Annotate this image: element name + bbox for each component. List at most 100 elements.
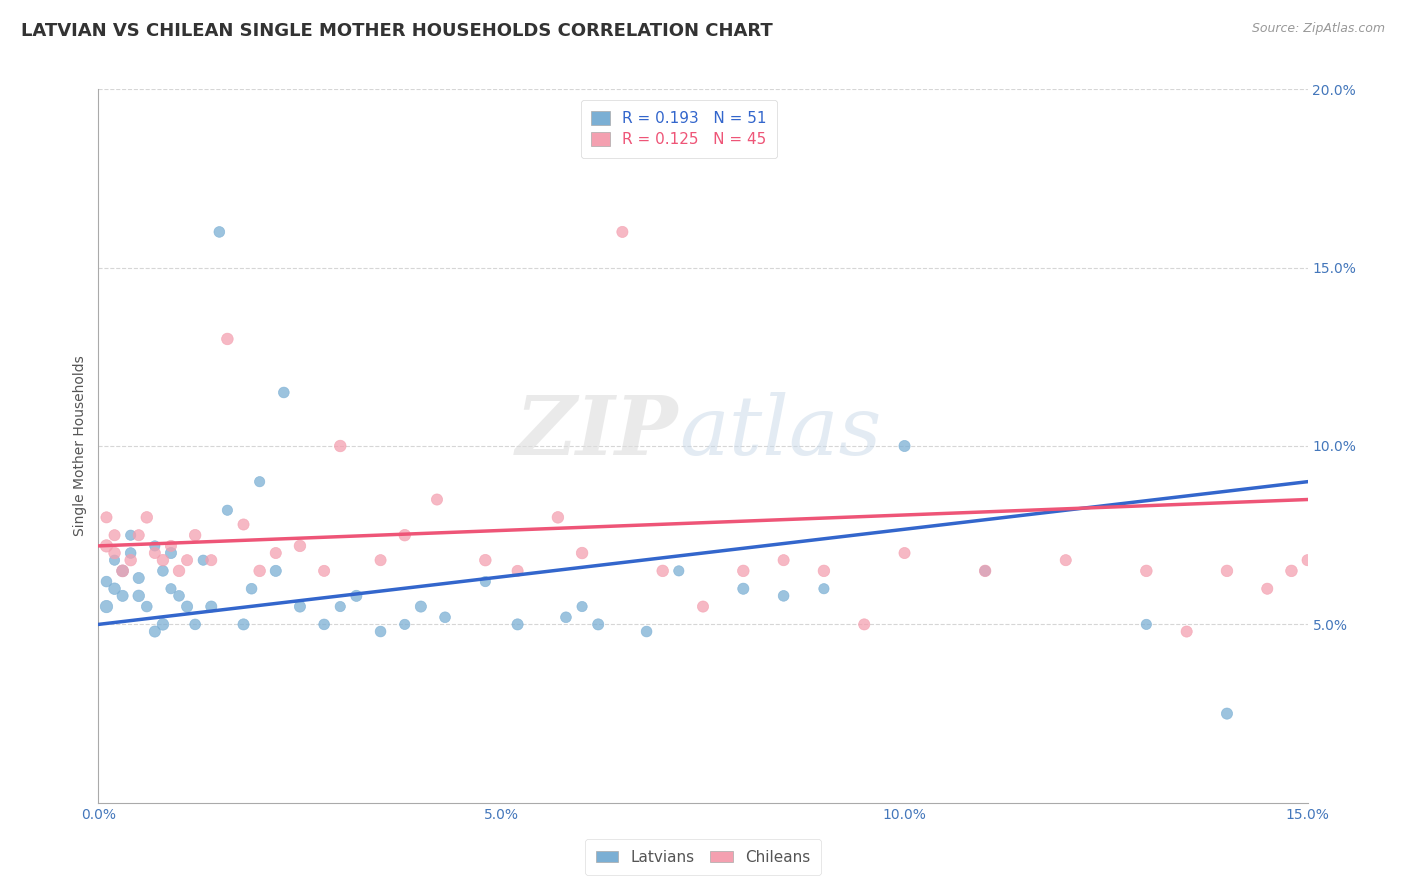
Point [474,574,496,589]
Point [160,546,183,560]
Text: LATVIAN VS CHILEAN SINGLE MOTHER HOUSEHOLDS CORRELATION CHART: LATVIAN VS CHILEAN SINGLE MOTHER HOUSEHO… [21,22,773,40]
Point [1216,706,1239,721]
Point [974,564,997,578]
Point [474,553,496,567]
Point [240,582,263,596]
Point [96,539,118,553]
Point [184,528,207,542]
Text: Source: ZipAtlas.com: Source: ZipAtlas.com [1251,22,1385,36]
Point [370,553,392,567]
Point [733,564,755,578]
Point [1281,564,1303,578]
Point [167,589,190,603]
Point [128,571,150,585]
Point [1135,564,1157,578]
Point [668,564,690,578]
Point [128,589,150,603]
Point [200,553,222,567]
Point [394,528,416,542]
Point [772,589,794,603]
Point [103,528,125,542]
Point [103,582,125,596]
Point [394,617,416,632]
Point [1054,553,1077,567]
Point [636,624,658,639]
Point [176,553,198,567]
Point [152,553,174,567]
Point [1175,624,1198,639]
Point [733,582,755,596]
Point [434,610,457,624]
Point [288,599,311,614]
Point [249,475,271,489]
Point [1135,617,1157,632]
Point [143,546,166,560]
Legend: Latvians, Chileans: Latvians, Chileans [585,839,821,875]
Point [120,528,142,542]
Point [273,385,295,400]
Point [111,564,134,578]
Point [143,539,166,553]
Point [103,553,125,567]
Text: atlas: atlas [679,392,882,472]
Point [288,539,311,553]
Point [571,599,593,614]
Point [571,546,593,560]
Point [974,564,997,578]
Point [111,564,134,578]
Point [1256,582,1278,596]
Point [152,564,174,578]
Point [120,553,142,567]
Point [772,553,794,567]
Point [111,589,134,603]
Point [264,546,287,560]
Point [264,564,287,578]
Point [232,617,254,632]
Point [96,510,118,524]
Point [135,510,157,524]
Point [506,564,529,578]
Point [217,332,239,346]
Point [193,553,215,567]
Point [586,617,609,632]
Point [1216,564,1239,578]
Point [208,225,231,239]
Point [344,589,367,603]
Point [96,599,118,614]
Point [184,617,207,632]
Point [329,599,352,614]
Point [103,546,125,560]
Point [160,582,183,596]
Point [813,564,835,578]
Point [217,503,239,517]
Point [651,564,673,578]
Point [409,599,432,614]
Point [853,617,876,632]
Point [692,599,714,614]
Point [120,546,142,560]
Text: ZIP: ZIP [516,392,679,472]
Point [1296,553,1319,567]
Point [370,624,392,639]
Point [143,624,166,639]
Point [426,492,449,507]
Point [167,564,190,578]
Point [314,564,336,578]
Point [96,574,118,589]
Point [506,617,529,632]
Point [314,617,336,632]
Point [813,582,835,596]
Point [200,599,222,614]
Point [160,539,183,553]
Point [612,225,634,239]
Point [135,599,157,614]
Point [547,510,569,524]
Point [893,439,915,453]
Point [249,564,271,578]
Legend: R = 0.193   N = 51, R = 0.125   N = 45: R = 0.193 N = 51, R = 0.125 N = 45 [581,101,778,158]
Point [329,439,352,453]
Point [232,517,254,532]
Y-axis label: Single Mother Households: Single Mother Households [73,356,87,536]
Point [128,528,150,542]
Point [176,599,198,614]
